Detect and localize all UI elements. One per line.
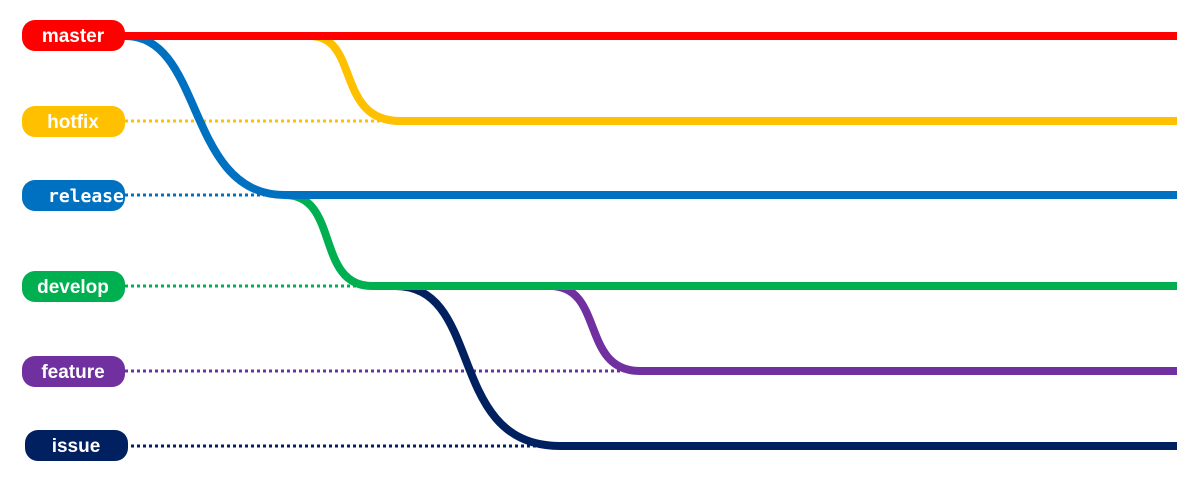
- hotfix-label-pill: [22, 106, 125, 137]
- release-branch-curve: [124, 32, 286, 199]
- branch-label-release: release: [22, 180, 125, 211]
- issue-branch-curve: [394, 282, 561, 450]
- master-label-pill: [22, 20, 125, 51]
- branch-label-hotfix: hotfix: [22, 106, 125, 137]
- branch-label-develop: develop: [22, 271, 125, 302]
- feature-label-text: feature: [41, 362, 104, 383]
- develop-label-text: develop: [37, 277, 109, 298]
- branch-label-issue: issue: [25, 430, 128, 461]
- release-label-pill: [22, 180, 125, 211]
- develop-label-pill: [22, 271, 125, 302]
- feature-branch-curve: [549, 282, 641, 375]
- master-label-text: master: [42, 26, 105, 47]
- hotfix-branch-curve: [309, 32, 401, 125]
- issue-label-pill: [25, 430, 128, 461]
- release-label-text: release: [48, 186, 124, 207]
- hotfix-label-text: hotfix: [47, 112, 99, 133]
- develop-branch-curve: [284, 191, 373, 290]
- branch-label-master: master: [22, 20, 125, 51]
- issue-label-text: issue: [52, 436, 101, 457]
- feature-label-pill: [22, 356, 125, 387]
- branch-label-feature: feature: [22, 356, 125, 387]
